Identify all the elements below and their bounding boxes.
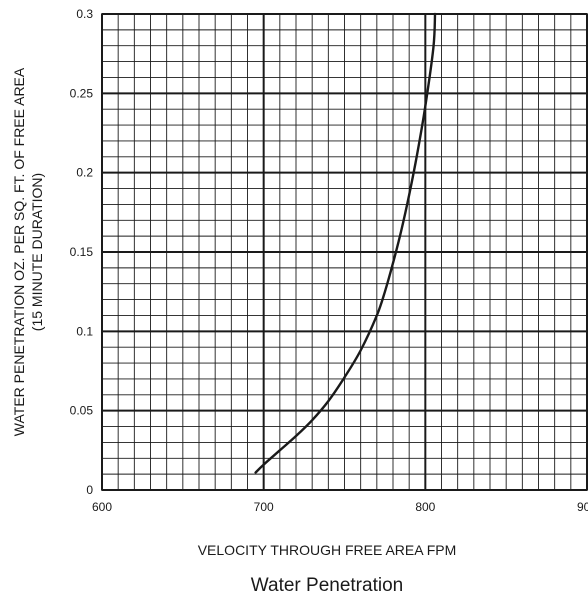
chart-title: Water Penetration bbox=[251, 575, 403, 596]
y-tick-label: 0.05 bbox=[70, 404, 94, 418]
series-layer bbox=[254, 12, 437, 474]
x-tick-label: 900 bbox=[577, 500, 588, 514]
y-tick-label: 0.3 bbox=[76, 7, 93, 21]
x-axis-title: VELOCITY THROUGH FREE AREA FPM bbox=[198, 542, 457, 558]
y-axis-title-line-1: WATER PENETRATION OZ. PER SQ. FT. OF FRE… bbox=[11, 67, 27, 436]
y-tick-label: 0.15 bbox=[70, 245, 94, 259]
x-tick-label: 600 bbox=[92, 500, 112, 514]
series-line-0 bbox=[254, 12, 437, 474]
plot-border bbox=[101, 13, 588, 491]
y-tick-labels: 0 0.05 0.1 0.15 0.2 0.25 0.3 bbox=[70, 7, 94, 497]
x-tick-labels: 600 700 800 900 bbox=[92, 500, 588, 514]
y-tick-label: 0.2 bbox=[76, 166, 93, 180]
x-tick-label: 800 bbox=[415, 500, 435, 514]
plot-frame bbox=[101, 13, 588, 491]
y-tick-label: 0.25 bbox=[70, 86, 94, 100]
y-tick-label: 0.1 bbox=[76, 324, 93, 338]
y-tick-label: 0 bbox=[86, 483, 93, 497]
y-axis-title-line-2: (15 MINUTE DURATION) bbox=[29, 173, 45, 331]
x-tick-label: 700 bbox=[254, 500, 274, 514]
